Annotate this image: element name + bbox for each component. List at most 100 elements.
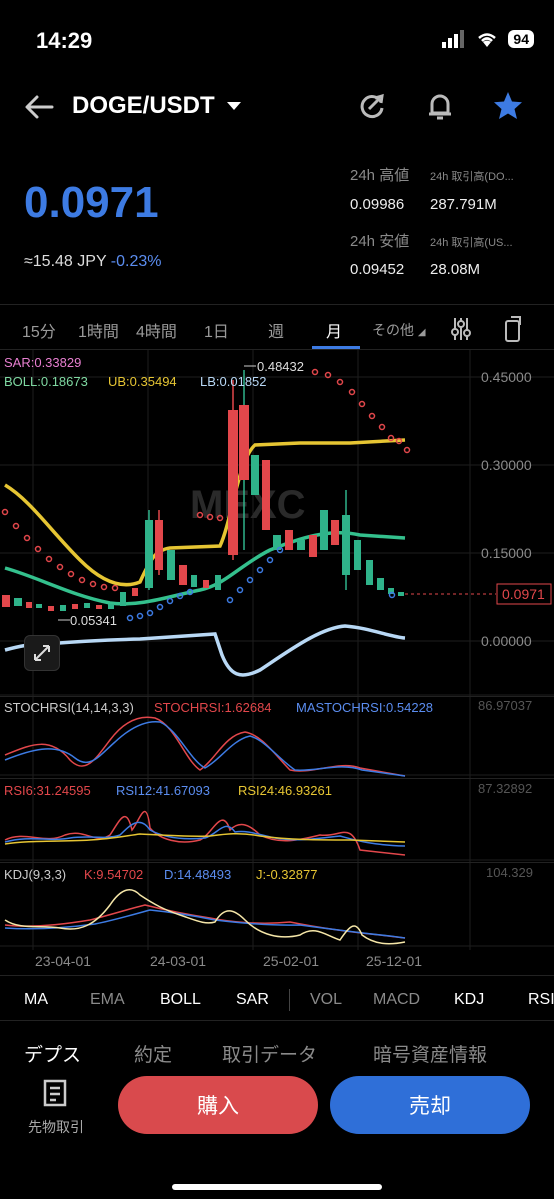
kdj-d-line bbox=[4, 909, 406, 939]
candles bbox=[2, 370, 404, 611]
signal-icon bbox=[442, 30, 465, 48]
last-price: 0.0971 bbox=[24, 178, 159, 227]
ind-rsi[interactable]: RSI bbox=[528, 991, 554, 1008]
divider bbox=[0, 778, 554, 779]
indicator-bar: MA EMA BOLL SAR VOL MACD KDJ RSI bbox=[0, 985, 554, 1015]
ind-ma[interactable]: MA bbox=[24, 991, 48, 1008]
tab-15m[interactable]: 15分 bbox=[22, 324, 56, 341]
low-label: 24h 安値 bbox=[350, 233, 410, 250]
tab-1d[interactable]: 1日 bbox=[204, 324, 229, 341]
current-price-tag: 0.0971 bbox=[502, 586, 545, 602]
y-tick: 0.45000 bbox=[481, 369, 532, 385]
stochrsi-max: 86.97037 bbox=[478, 698, 533, 713]
futures-icon bbox=[43, 1079, 67, 1107]
ind-kdj[interactable]: KDJ bbox=[454, 991, 485, 1008]
rsi24-line bbox=[4, 832, 406, 845]
expand-chart-button[interactable] bbox=[24, 635, 60, 671]
boll-upper-line bbox=[4, 438, 406, 587]
tab-4h[interactable]: 4時間 bbox=[136, 324, 177, 341]
vol-doge-label: 24h 取引高(DO... bbox=[430, 171, 514, 183]
tab-1h[interactable]: 1時間 bbox=[78, 324, 119, 341]
back-arrow-icon[interactable] bbox=[22, 90, 56, 124]
tab-more-label: その他 bbox=[372, 322, 414, 338]
divider bbox=[0, 862, 554, 863]
x-tick: 23-04-01 bbox=[35, 953, 91, 969]
low-marker: 0.05341 bbox=[70, 613, 117, 628]
ind-ema[interactable]: EMA bbox=[90, 991, 125, 1008]
vol-usdt-label: 24h 取引高(US... bbox=[430, 237, 513, 249]
y-tick: 0.30000 bbox=[481, 457, 532, 473]
rsi6-line bbox=[4, 810, 406, 856]
active-tab-indicator bbox=[312, 346, 360, 349]
stochrsi-value: STOCHRSI:1.62684 bbox=[154, 700, 272, 715]
divider bbox=[0, 1020, 554, 1021]
indicator-settings-icon[interactable] bbox=[450, 316, 472, 342]
chart-watermark: MEXC bbox=[190, 483, 306, 527]
boll-mid-line bbox=[4, 530, 406, 606]
sar-label: SAR:0.33829 bbox=[4, 355, 82, 370]
kdj-j-line bbox=[4, 889, 406, 945]
kdj-title: KDJ(9,3,3) bbox=[4, 867, 67, 882]
ind-sar[interactable]: SAR bbox=[236, 991, 269, 1008]
divider bbox=[0, 696, 554, 697]
timeframe-tabs: 15分 1時間 4時間 1日 週 月 その他 ◢ bbox=[0, 312, 554, 348]
futures-button[interactable]: 先物取引 bbox=[18, 1078, 94, 1137]
favorite-star-icon[interactable] bbox=[492, 90, 524, 122]
expand-icon bbox=[34, 645, 50, 661]
ub-label: UB:0.35494 bbox=[108, 374, 177, 389]
refresh-icon[interactable] bbox=[356, 90, 388, 122]
tab-week[interactable]: 週 bbox=[268, 324, 285, 341]
stochrsi-line bbox=[4, 716, 406, 777]
boll-label: BOLL:0.18673 bbox=[4, 374, 88, 389]
wifi-icon bbox=[478, 33, 497, 47]
buy-button[interactable]: 購入 bbox=[118, 1076, 318, 1134]
price-chart[interactable]: MEXC bbox=[0, 350, 554, 970]
chart-grid bbox=[0, 350, 554, 950]
x-tick: 25-12-01 bbox=[366, 953, 422, 969]
mastochrsi-value: MASTOCHRSI:0.54228 bbox=[296, 700, 434, 715]
rsi6-value: RSI6:31.24595 bbox=[4, 783, 91, 798]
tab-asset-info[interactable]: 暗号資産情報 bbox=[373, 1045, 488, 1066]
tab-more[interactable]: その他 ◢ bbox=[372, 320, 426, 340]
rsi24-value: RSI24:46.93261 bbox=[238, 783, 332, 798]
ind-boll[interactable]: BOLL bbox=[160, 991, 201, 1008]
rsi12-value: RSI12:41.67093 bbox=[116, 783, 210, 798]
kdj-d-value: D:14.48493 bbox=[164, 867, 232, 882]
tab-depth[interactable]: デプス bbox=[24, 1045, 82, 1066]
vol-doge-value: 287.791M bbox=[430, 196, 497, 213]
tab-month[interactable]: 月 bbox=[326, 324, 343, 341]
home-indicator bbox=[172, 1184, 382, 1190]
ind-macd[interactable]: MACD bbox=[373, 991, 421, 1008]
kdj-k-value: K:9.54702 bbox=[84, 867, 144, 882]
mastochrsi-line bbox=[4, 720, 406, 777]
high-label: 24h 高値 bbox=[350, 167, 410, 184]
battery-indicator: 94 bbox=[508, 30, 534, 48]
chevron-down-icon bbox=[226, 102, 241, 110]
divider bbox=[0, 975, 554, 976]
bell-icon[interactable] bbox=[424, 90, 456, 122]
stochrsi-title: STOCHRSI(14,14,3,3) bbox=[4, 700, 134, 715]
price-change: -0.23% bbox=[110, 253, 162, 270]
rsi-max: 87.32892 bbox=[478, 781, 533, 796]
sell-button[interactable]: 売却 bbox=[330, 1076, 530, 1134]
rotate-screen-icon[interactable] bbox=[502, 315, 524, 343]
futures-label: 先物取引 bbox=[28, 1119, 84, 1135]
vol-usdt-value: 28.08M bbox=[430, 261, 481, 278]
kdj-j-value: J:-0.32877 bbox=[256, 867, 318, 882]
pair-title: DOGE/USDT bbox=[72, 92, 215, 119]
pair-selector[interactable]: DOGE/USDT bbox=[72, 92, 241, 120]
status-icons: 94 bbox=[442, 30, 534, 48]
y-tick: 0.00000 bbox=[481, 633, 532, 649]
lb-label: LB:0.01852 bbox=[200, 374, 267, 389]
high-marker: 0.48432 bbox=[257, 359, 304, 374]
x-tick: 25-02-01 bbox=[263, 953, 319, 969]
tab-trades[interactable]: 約定 bbox=[134, 1045, 173, 1066]
low-value: 0.09452 bbox=[350, 261, 405, 278]
high-value: 0.09986 bbox=[350, 196, 405, 213]
kdj-max: 104.329 bbox=[486, 865, 533, 880]
ind-vol[interactable]: VOL bbox=[310, 991, 343, 1008]
tab-trade-data[interactable]: 取引データ bbox=[222, 1045, 318, 1066]
status-time: 14:29 bbox=[36, 28, 93, 53]
ind-divider bbox=[289, 989, 290, 1011]
more-caret-icon: ◢ bbox=[417, 327, 426, 338]
